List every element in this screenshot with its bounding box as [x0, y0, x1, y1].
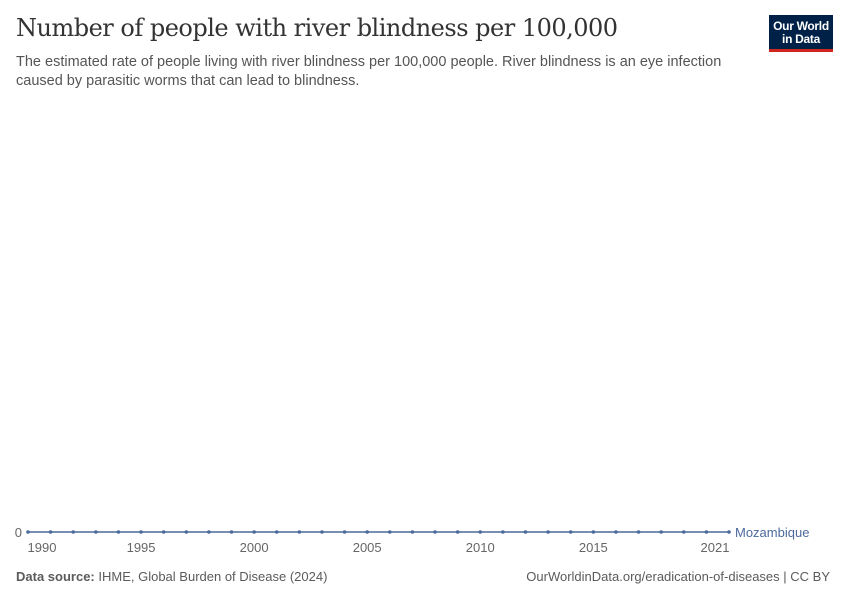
data-point — [116, 530, 121, 534]
data-point — [681, 530, 686, 534]
data-point — [568, 530, 573, 534]
data-point — [501, 530, 505, 534]
x-tick-label: 2000 — [240, 540, 269, 555]
data-point — [365, 530, 369, 534]
data-source: Data source: IHME, Global Burden of Dise… — [16, 569, 327, 584]
data-point — [252, 530, 256, 534]
data-point — [455, 530, 460, 534]
data-point — [71, 530, 76, 534]
data-point — [184, 530, 189, 534]
data-point — [388, 530, 392, 534]
x-tick-label: 2005 — [353, 540, 382, 555]
data-point — [320, 530, 324, 534]
data-point — [433, 530, 437, 534]
data-point — [614, 530, 618, 534]
data-point — [636, 530, 641, 534]
series-label[interactable]: Mozambique — [735, 525, 809, 540]
chart-title: Number of people with river blindness pe… — [16, 14, 618, 42]
y-tick-label: 0 — [15, 525, 22, 540]
x-tick-label: 2021 — [701, 540, 730, 555]
data-point — [410, 530, 415, 534]
data-point — [48, 530, 53, 534]
source-text[interactable]: IHME, Global Burden of Disease (2024) — [98, 569, 328, 584]
data-point — [727, 530, 731, 534]
x-tick-label: 2015 — [579, 540, 608, 555]
data-point — [207, 530, 211, 534]
data-point — [342, 530, 347, 534]
data-point — [139, 530, 143, 534]
data-point — [161, 530, 166, 534]
source-label: Data source: — [16, 569, 95, 584]
owid-logo[interactable]: Our World in Data — [769, 15, 833, 52]
data-point — [704, 530, 709, 534]
data-point — [659, 530, 663, 534]
x-tick-label: 1990 — [28, 540, 57, 555]
chart-subtitle: The estimated rate of people living with… — [16, 54, 722, 89]
data-point — [229, 530, 234, 534]
data-point — [591, 530, 596, 534]
data-point — [94, 530, 98, 534]
x-tick-label: 2010 — [466, 540, 495, 555]
data-point — [297, 530, 302, 534]
x-tick-label: 1995 — [127, 540, 156, 555]
data-point — [546, 530, 550, 534]
data-point — [26, 530, 30, 534]
footer-url[interactable]: OurWorldinData.org/eradication-of-diseas… — [526, 569, 830, 584]
data-point — [274, 530, 279, 534]
data-point — [478, 530, 483, 534]
data-point — [523, 530, 528, 534]
